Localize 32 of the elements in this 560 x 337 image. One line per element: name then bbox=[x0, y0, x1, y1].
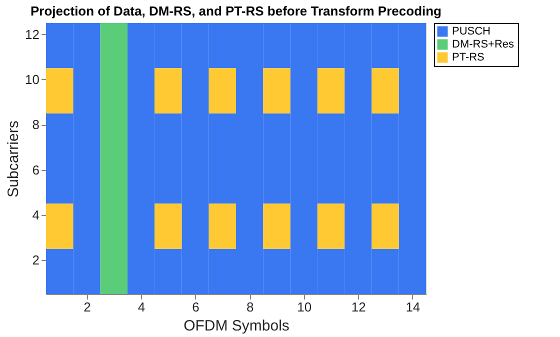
bar bbox=[208, 68, 236, 114]
y-tick-label: 6 bbox=[32, 162, 40, 178]
y-tick-label: 4 bbox=[32, 207, 40, 222]
y-tick-label: 12 bbox=[25, 26, 40, 42]
x-axis-title: OFDM Symbols bbox=[184, 318, 290, 334]
x-tick-label: 6 bbox=[192, 300, 200, 314]
legend-label: DM-RS+Res bbox=[452, 38, 515, 50]
x-tick-label: 10 bbox=[297, 300, 312, 314]
x-tick-label: 12 bbox=[351, 300, 366, 314]
bar bbox=[154, 204, 182, 249]
bar bbox=[372, 68, 399, 114]
bar bbox=[263, 204, 290, 249]
y-axis-title: Subcarriers bbox=[5, 120, 22, 198]
x-tick-label: 2 bbox=[84, 300, 91, 314]
bar bbox=[46, 204, 74, 249]
y-tick-label: 8 bbox=[32, 117, 40, 132]
bar bbox=[317, 204, 345, 249]
bar bbox=[208, 204, 236, 249]
bar bbox=[46, 68, 74, 114]
y-tick-label: 10 bbox=[25, 72, 40, 87]
bar bbox=[100, 23, 128, 294]
legend-label: PT-RS bbox=[452, 52, 484, 64]
bar bbox=[263, 68, 290, 114]
bar bbox=[317, 68, 345, 114]
y-tick-label: 2 bbox=[32, 252, 40, 268]
bar bbox=[154, 68, 182, 114]
x-tick-label: 4 bbox=[138, 300, 146, 314]
x-tick-label: 8 bbox=[246, 300, 254, 314]
legend-label: PUSCH bbox=[452, 26, 491, 38]
x-tick-label: 14 bbox=[406, 300, 420, 314]
chart-title: Projection of Data, DM-RS, and PT-RS before Transform Precoding bbox=[30, 4, 442, 18]
bar bbox=[372, 204, 399, 249]
